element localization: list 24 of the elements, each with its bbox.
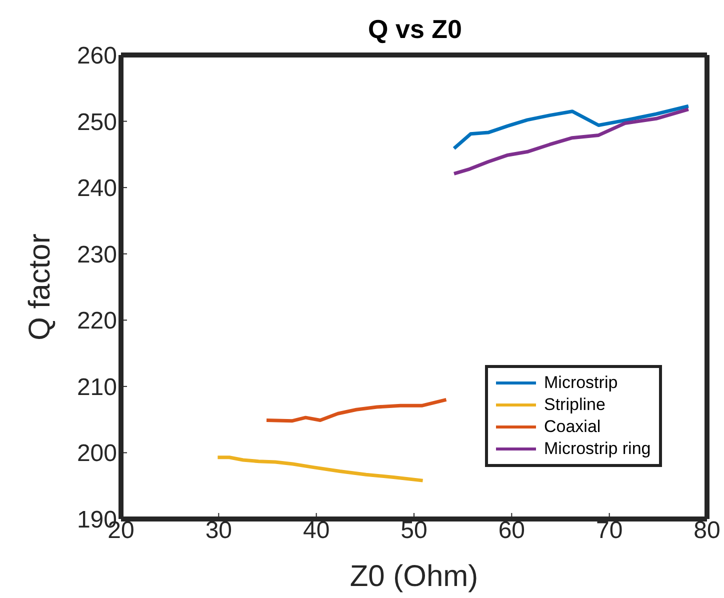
legend-label: Stripline — [544, 395, 606, 415]
line-series — [264, 398, 448, 423]
y-tick-label: 260 — [76, 42, 117, 70]
x-tick-label: 50 — [400, 517, 428, 544]
legend-label: Microstrip — [544, 373, 618, 393]
x-tick-label: 40 — [302, 517, 330, 544]
x-tick-label: 30 — [205, 517, 232, 544]
line-series — [452, 108, 690, 176]
chart-title: Q vs Z0 — [367, 14, 463, 45]
y-tick-label: 230 — [76, 241, 117, 268]
x-tick-label: 60 — [498, 517, 526, 544]
y-tick-label: 200 — [76, 440, 117, 468]
y-axis-title: Q factor — [24, 234, 57, 340]
x-tick-label: 70 — [596, 517, 623, 544]
legend-label: Microstrip ring — [544, 439, 651, 459]
line-series — [216, 456, 425, 482]
x-axis-title: Z0 (Ohm) — [350, 560, 478, 593]
y-tick-label: 250 — [76, 108, 117, 136]
line-series — [452, 104, 690, 150]
y-tick-label: 220 — [76, 308, 117, 335]
legend-label: Coaxial — [544, 417, 601, 437]
x-tick-label: 80 — [694, 517, 720, 544]
y-tick-label: 240 — [76, 175, 117, 202]
y-tick-label: 210 — [76, 374, 117, 401]
